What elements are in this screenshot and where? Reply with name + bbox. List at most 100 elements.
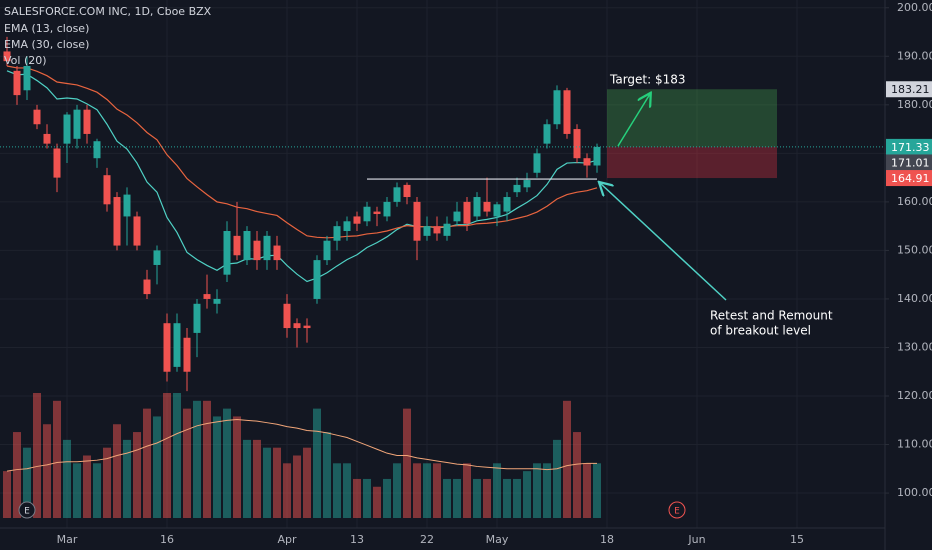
y-tick-label: 100.00 bbox=[897, 486, 932, 499]
volume-bar bbox=[253, 439, 261, 518]
candle-body bbox=[53, 148, 61, 178]
x-tick-label: 15 bbox=[790, 533, 804, 546]
candle-body bbox=[323, 240, 331, 261]
x-tick-label: 13 bbox=[350, 533, 364, 546]
price-label: 171.01 bbox=[891, 156, 930, 169]
candle-body bbox=[3, 51, 11, 62]
volume-bar bbox=[533, 463, 541, 518]
volume-bar bbox=[433, 463, 441, 518]
volume-bar bbox=[513, 478, 521, 518]
earnings-label: E bbox=[24, 507, 30, 517]
indicator-lines bbox=[6, 65, 598, 283]
candle-body bbox=[153, 250, 161, 265]
candle-body bbox=[503, 197, 511, 212]
x-tick-label: 18 bbox=[600, 533, 614, 546]
volume-bar bbox=[193, 400, 201, 518]
volume-bar bbox=[373, 486, 381, 518]
grid bbox=[0, 0, 885, 528]
x-tick-label: Jun bbox=[687, 533, 705, 546]
volume-bar bbox=[163, 393, 171, 518]
position-tool bbox=[607, 89, 777, 179]
candle-body bbox=[13, 70, 21, 96]
candle-body bbox=[43, 133, 51, 144]
volume-bar bbox=[473, 478, 481, 518]
earnings-marker bbox=[668, 501, 686, 519]
price-label-bg bbox=[886, 170, 932, 187]
candle-body bbox=[553, 90, 561, 125]
price-label: 164.91 bbox=[891, 172, 930, 185]
volume-bar bbox=[293, 455, 301, 518]
x-tick-label: 22 bbox=[420, 533, 434, 546]
candle-body bbox=[283, 303, 291, 329]
price-label-bg bbox=[886, 81, 932, 98]
volume-bar bbox=[343, 463, 351, 518]
y-tick-label: 130.00 bbox=[897, 340, 932, 353]
y-tick-label: 180.00 bbox=[897, 98, 932, 111]
price-label: 183.21 bbox=[891, 83, 930, 96]
overlays: Target: $183 Retest and Remount of break… bbox=[0, 73, 885, 519]
candle-body bbox=[223, 231, 231, 275]
candle-body bbox=[93, 141, 101, 159]
candle-body bbox=[73, 109, 81, 139]
legend: SALESFORCE.COM INC, 1D, Cboe BZX EMA (13… bbox=[4, 5, 212, 67]
volume-bar bbox=[393, 463, 401, 518]
volume-bar bbox=[143, 408, 151, 518]
volume-bar bbox=[273, 447, 281, 518]
y-tick-label: 120.00 bbox=[897, 389, 932, 402]
candle-body bbox=[353, 216, 361, 224]
volume-bar bbox=[593, 463, 601, 518]
candle-body bbox=[253, 240, 261, 261]
volume-bar bbox=[313, 408, 321, 518]
candle-body bbox=[423, 226, 431, 236]
volume-bar bbox=[383, 478, 391, 518]
volume-bar bbox=[113, 424, 121, 518]
volume-bar bbox=[573, 432, 581, 518]
target-annotation: Target: $183 bbox=[609, 73, 686, 87]
volume-bar bbox=[423, 463, 431, 518]
volume-bar bbox=[73, 463, 81, 518]
legend-entry: EMA (30, close) bbox=[4, 38, 89, 51]
volume-bar bbox=[203, 400, 211, 518]
y-tick-label: 150.00 bbox=[897, 243, 932, 256]
x-tick-label: May bbox=[486, 533, 509, 546]
volume-bar bbox=[283, 463, 291, 518]
y-tick-label: 200.00 bbox=[897, 1, 932, 14]
y-tick-label: 140.00 bbox=[897, 292, 932, 305]
candle-body bbox=[183, 337, 191, 372]
candle-body bbox=[533, 153, 541, 173]
volume-bar bbox=[563, 400, 571, 518]
candle-body bbox=[293, 323, 301, 329]
volume-bar bbox=[403, 408, 411, 518]
volume-bar bbox=[123, 439, 131, 518]
volume-bar bbox=[583, 463, 591, 518]
candle-body bbox=[143, 279, 151, 295]
x-tick-label: 16 bbox=[160, 533, 174, 546]
volume-pane bbox=[3, 393, 601, 518]
candle-body bbox=[433, 226, 441, 234]
volume-bar bbox=[543, 463, 551, 518]
chart-title: SALESFORCE.COM INC, 1D, Cboe BZX bbox=[4, 5, 212, 18]
candle-body bbox=[413, 201, 421, 241]
candle-body bbox=[83, 109, 91, 134]
volume-bar bbox=[353, 478, 361, 518]
candle-body bbox=[543, 124, 551, 144]
volume-bar bbox=[503, 478, 511, 518]
y-tick-label: 160.00 bbox=[897, 195, 932, 208]
retest-arrow bbox=[600, 183, 727, 301]
y-tick-label: 110.00 bbox=[897, 438, 932, 451]
earnings-marker bbox=[18, 501, 36, 519]
volume-bar bbox=[233, 416, 241, 518]
volume-ma-line bbox=[6, 419, 597, 472]
volume-bar bbox=[173, 393, 181, 518]
candle-body bbox=[333, 226, 341, 241]
volume-bar bbox=[3, 471, 11, 518]
ema-line bbox=[6, 65, 598, 239]
y-tick-label: 190.00 bbox=[897, 49, 932, 62]
candle-body bbox=[23, 66, 31, 91]
profit-zone bbox=[607, 89, 777, 147]
volume-bar bbox=[453, 478, 461, 518]
price-label-bg bbox=[886, 154, 932, 171]
ema-line bbox=[6, 70, 598, 283]
legend-entry: Vol (20) bbox=[4, 54, 47, 67]
candle-body bbox=[313, 260, 321, 299]
